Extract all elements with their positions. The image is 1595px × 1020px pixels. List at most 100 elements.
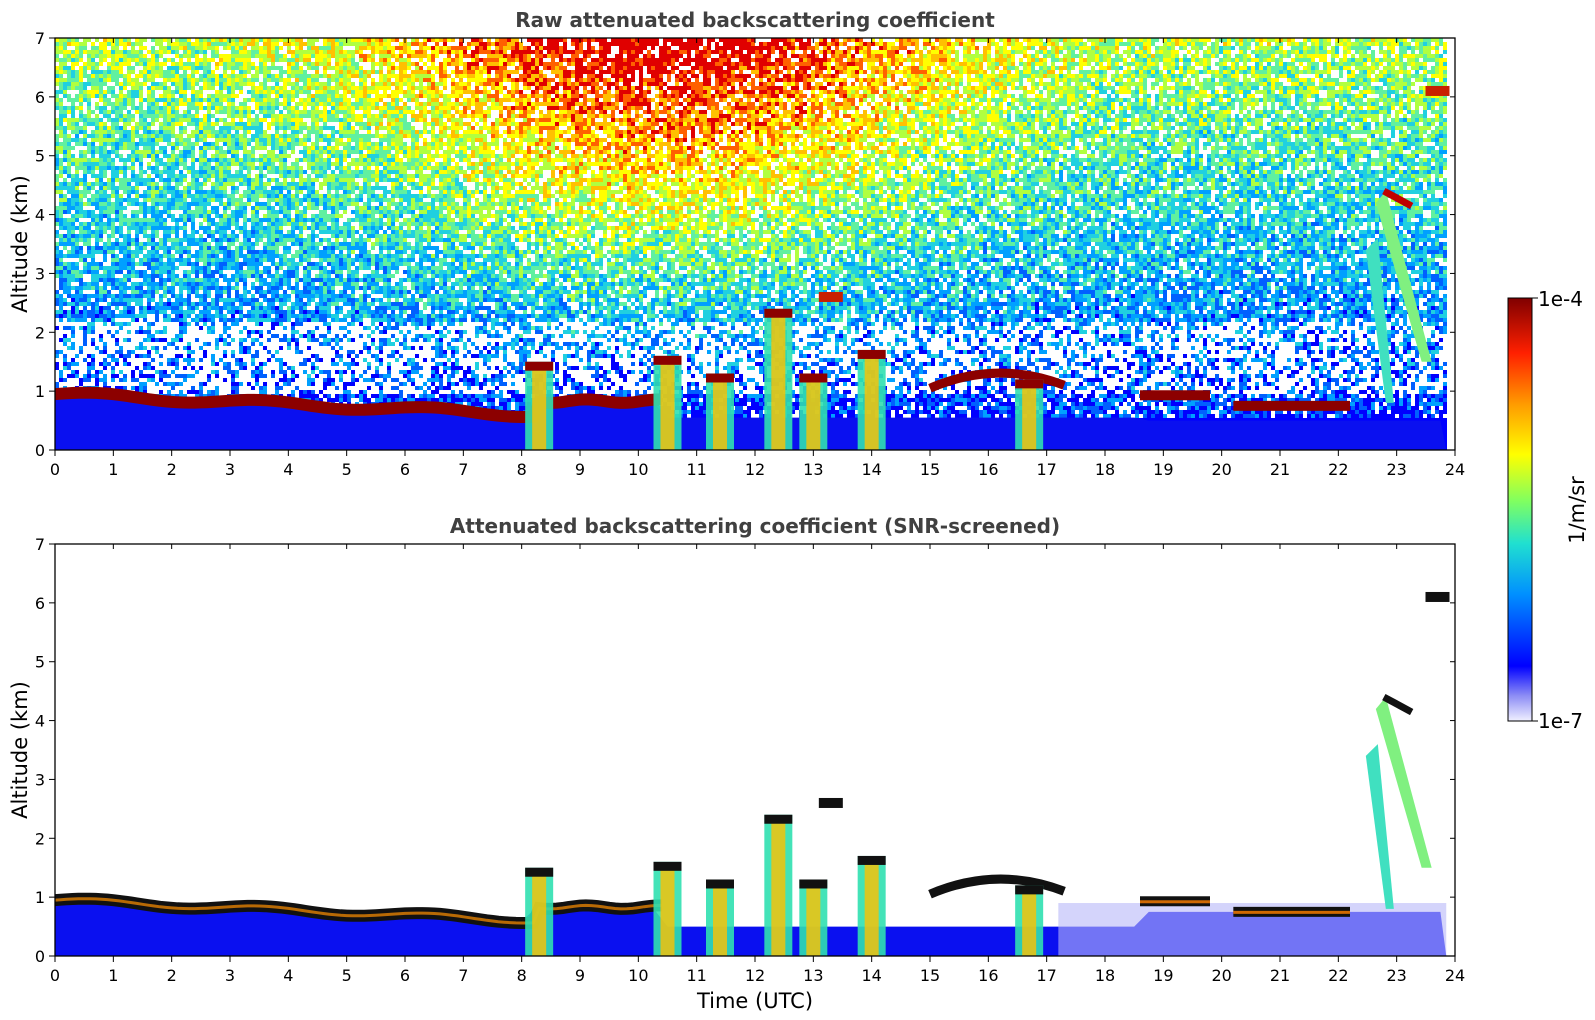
x-tick-label: 0 [50,966,60,985]
raw-panel-title: Raw attenuated backscattering coefficien… [515,8,995,32]
x-tick-label: 8 [517,460,527,479]
x-tick-label: 10 [628,460,648,479]
y-tick-label: 2 [35,323,45,342]
colorbar: 1e-4 1e-7 1/m/sr [1507,287,1589,733]
x-tick-label: 15 [920,460,940,479]
x-tick-label: 24 [1445,460,1465,479]
y-tick-label: 5 [35,653,45,672]
virga-streak [1365,744,1394,909]
cloud-arc [928,874,1066,899]
cloud-column-top [857,349,886,359]
y-tick-label: 3 [35,264,45,283]
x-tick-label: 20 [1211,460,1231,479]
x-tick-label: 14 [861,460,881,479]
x-tick-label: 22 [1328,460,1348,479]
raw-heatmap [55,38,1455,450]
y-tick-label: 0 [35,947,45,966]
cloud-layer-core [1233,910,1350,914]
x-tick-label: 24 [1445,966,1465,985]
x-tick-label: 7 [458,966,468,985]
virga-streak [1375,191,1432,362]
raw-y-axis: 0 1 2 3 4 5 6 7 [35,29,1455,460]
virga-streak [1375,697,1432,868]
cloud-column-top [653,355,682,365]
y-tick-label: 1 [35,888,45,907]
x-tick-label: 19 [1153,966,1173,985]
screened-y-axis-label: Altitude (km) [8,681,32,819]
cloud-column-core [660,363,675,450]
x-tick-label: 16 [978,460,998,479]
y-tick-label: 0 [35,441,45,460]
x-tick-label: 13 [803,460,823,479]
cloud-layer [1233,400,1350,411]
x-tick-label: 0 [50,460,60,479]
screened-x-axis: 0 1 2 3 4 5 6 7 8 9 10 11 12 13 14 15 16 17 18 19 20 21 22 23 24 [50,544,1465,985]
x-axis-label: Time (UTC) [696,989,813,1013]
x-tick-label: 14 [861,966,881,985]
cloud-column-top [1015,379,1044,389]
x-tick-label: 11 [686,460,706,479]
cloud-patch [1425,85,1450,96]
x-tick-label: 23 [1386,966,1406,985]
cloud-column-core [806,381,821,450]
cloud-layer-core [1140,900,1210,904]
x-tick-label: 16 [978,966,998,985]
cloud-base-band [55,386,662,423]
x-tick-label: 11 [686,966,706,985]
x-tick-label: 1 [108,966,118,985]
x-tick-label: 20 [1211,966,1231,985]
x-tick-label: 22 [1328,966,1348,985]
cloud-column-core [713,887,727,956]
cloud-column-top [525,867,554,877]
panel-screened: Attenuated backscattering coefficient (S… [8,514,1465,1013]
y-tick-label: 4 [35,206,45,225]
x-tick-label: 23 [1386,460,1406,479]
x-tick-label: 17 [1036,460,1056,479]
colorbar-min-label: 1e-7 [1538,709,1583,733]
y-tick-label: 7 [35,535,45,554]
y-tick-label: 4 [35,712,45,731]
cloud-column-top [857,855,886,865]
x-tick-label: 21 [1270,966,1290,985]
cloud-column-core [532,369,547,450]
x-tick-label: 5 [342,966,352,985]
x-tick-label: 12 [745,966,765,985]
x-tick-label: 2 [167,966,177,985]
y-tick-label: 6 [35,88,45,107]
screened-panel-title: Attenuated backscattering coefficient (S… [450,514,1060,538]
x-tick-label: 8 [517,966,527,985]
panel-raw: Raw attenuated backscattering coefficien… [8,8,1465,479]
cloud-column-core [864,357,879,450]
cloud-layer [1140,390,1210,401]
virga-streak [1365,238,1394,403]
x-tick-label: 10 [628,966,648,985]
x-tick-label: 19 [1153,460,1173,479]
x-tick-label: 13 [803,966,823,985]
cloud-column-top [764,814,793,824]
y-tick-label: 2 [35,829,45,848]
cloud-base-edge [55,897,662,925]
raw-noise-background [55,38,1455,450]
cloud-column-core [713,381,727,450]
x-tick-label: 9 [575,460,585,479]
cloud-column-top [653,861,682,871]
cloud-column-core [864,863,879,956]
cloud-column-top [799,879,828,889]
cloud-patch [818,797,843,808]
colorbar-unit-label: 1/m/sr [1565,476,1589,544]
x-tick-label: 9 [575,966,585,985]
screened-heatmap [55,544,1455,956]
cloud-column-top [525,361,554,371]
cloud-patch [1425,591,1450,602]
x-tick-label: 6 [400,460,410,479]
boundary-layer [55,392,1447,450]
cloud-patch [818,291,843,302]
screened-y-axis: 0 1 2 3 4 5 6 7 [35,535,1455,966]
virga-top [1382,187,1414,210]
x-tick-label: 5 [342,460,352,479]
cloud-column-core [1022,387,1037,450]
virga-top [1382,693,1414,716]
cloud-column-core [771,316,786,450]
raw-x-axis: 0 1 2 3 4 5 6 7 8 9 10 11 12 13 14 15 16 17 18 19 20 21 22 23 24 [50,38,1465,479]
